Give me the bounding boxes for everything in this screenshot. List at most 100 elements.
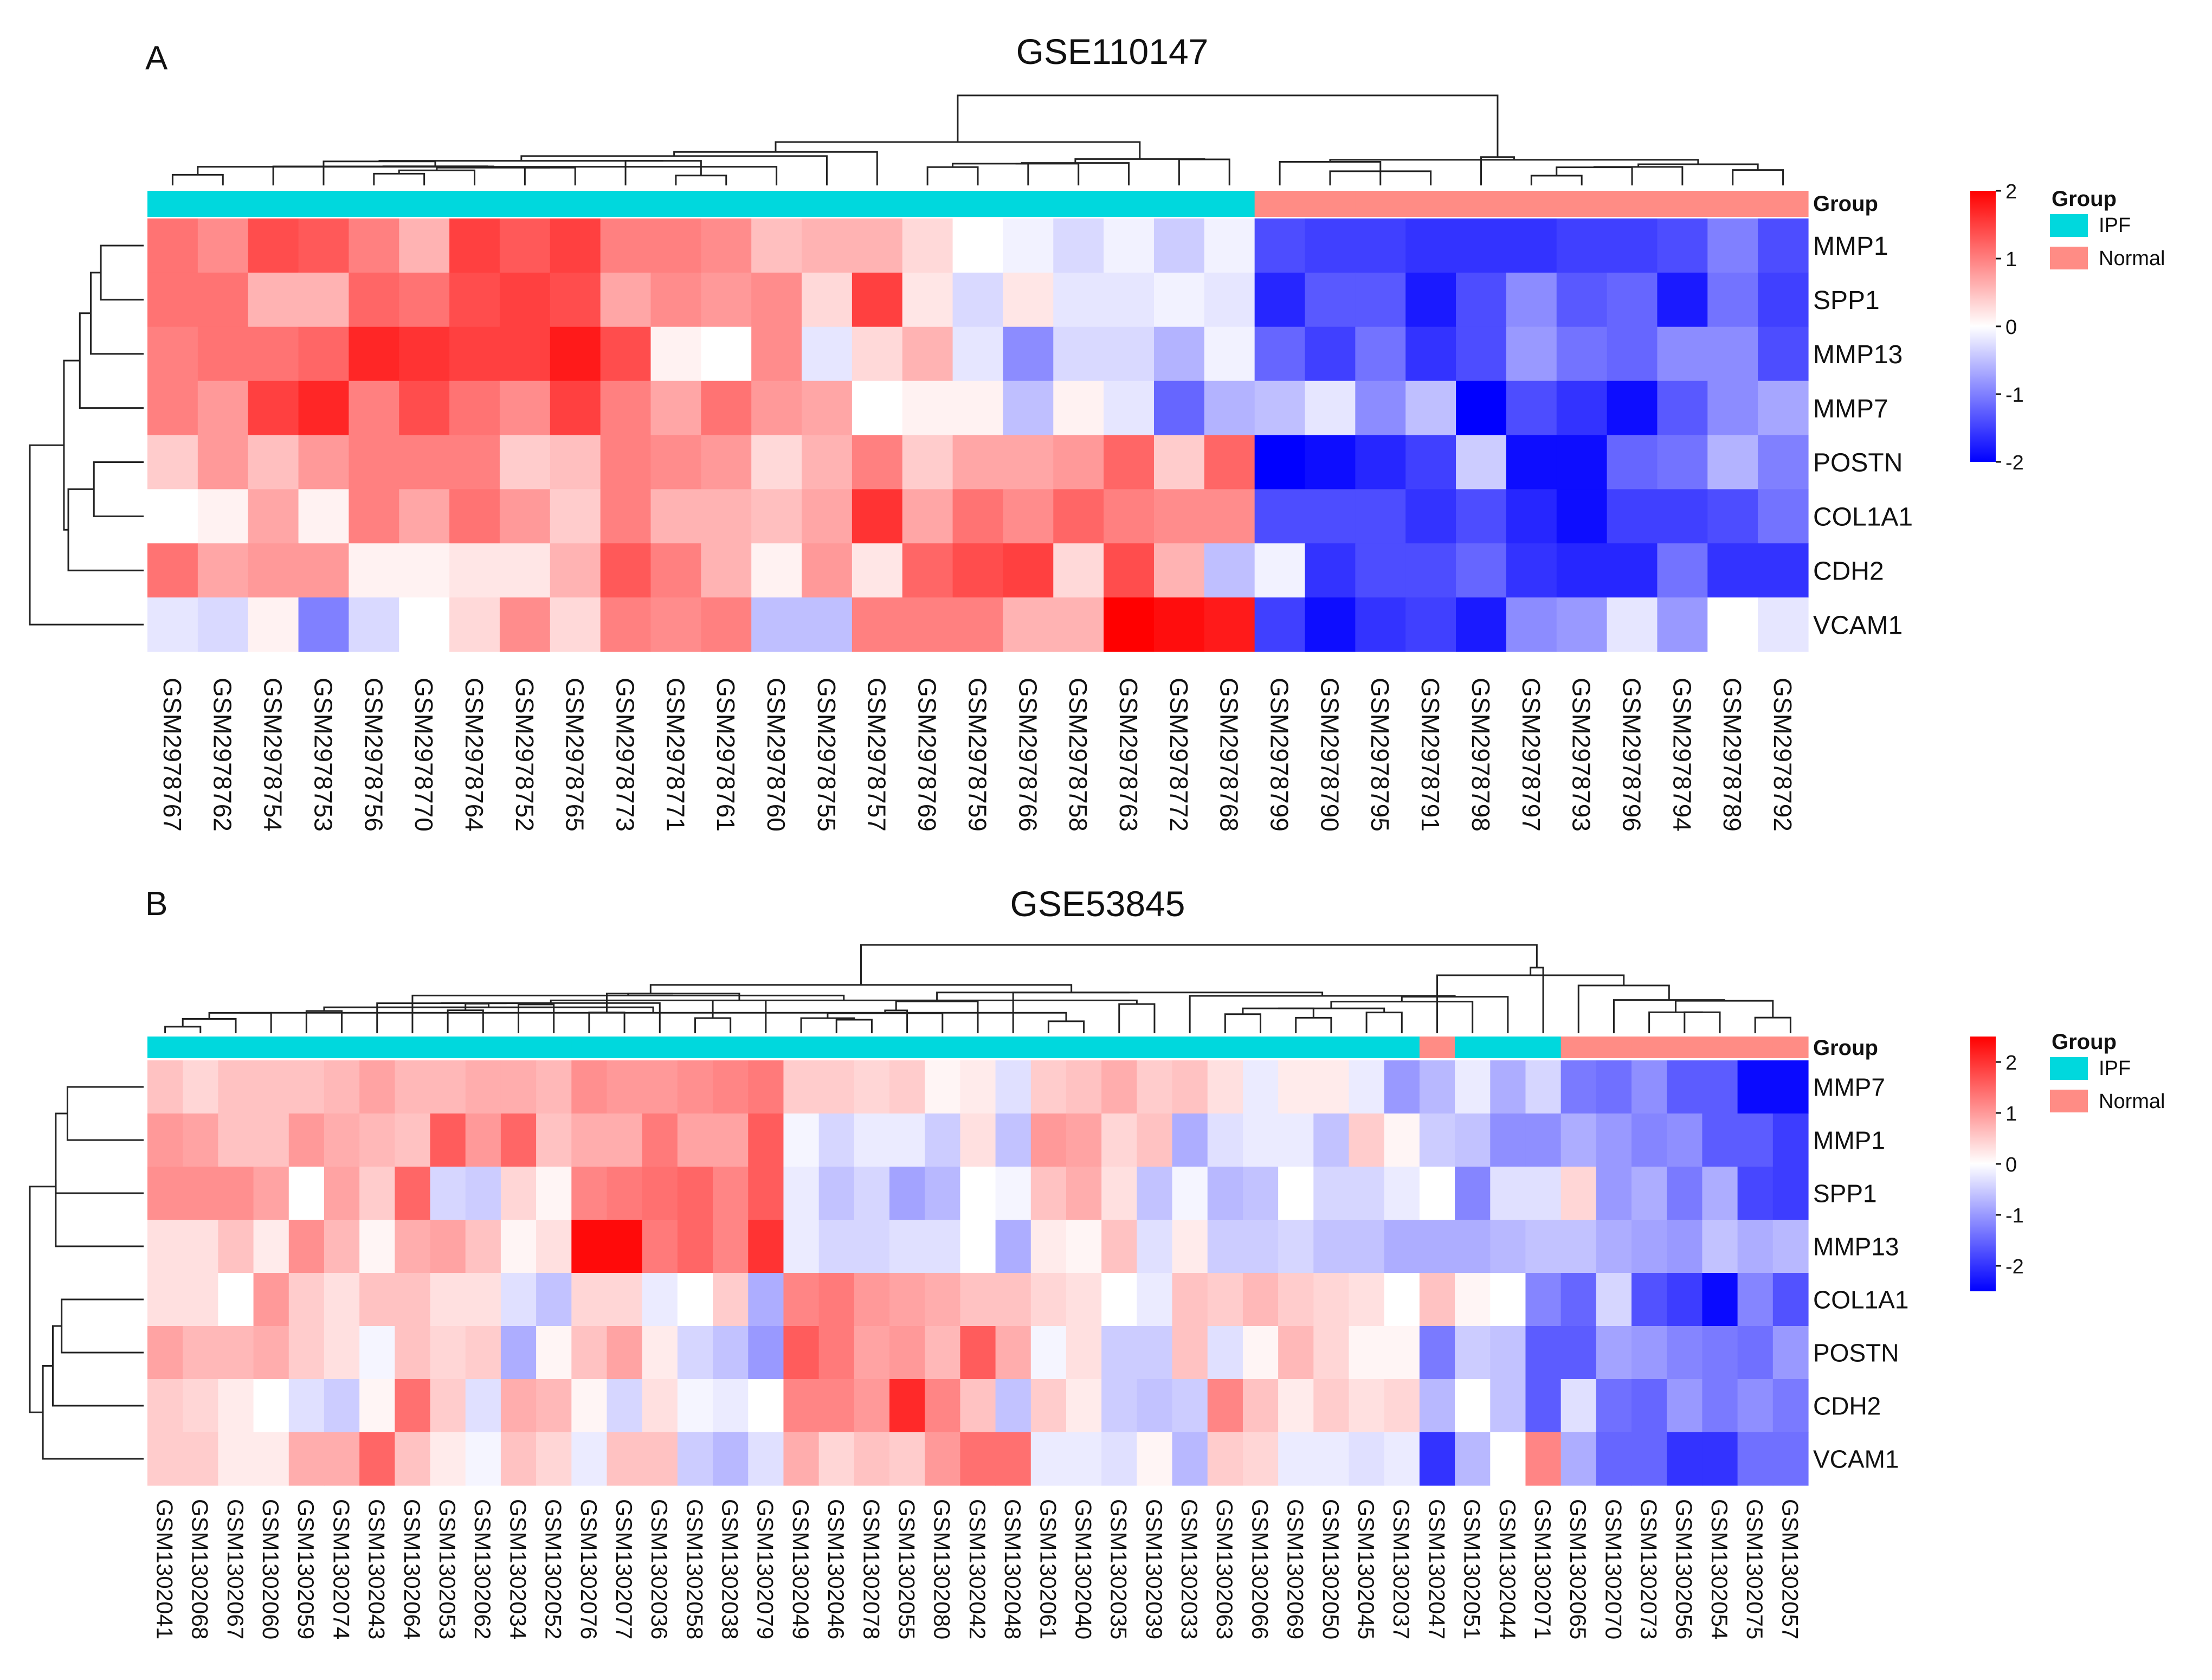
heatmap-cell (802, 489, 853, 544)
group-annotation-cell (395, 1037, 431, 1058)
heatmap-cell (650, 381, 701, 436)
group-annotation-cell (1607, 191, 1658, 217)
panel-b: B GSE53845 Group MMP7 MMP1 SPP1 MMP13 COL1A1… (29, 884, 2165, 1639)
heatmap-cell (1207, 1060, 1243, 1114)
sample-label: GSM2978799 (1266, 678, 1294, 832)
heatmap-cell (1053, 489, 1104, 544)
heatmap-cell (1104, 272, 1155, 327)
heatmap-cell (324, 1326, 360, 1380)
sample-label: GSM1302056 (1672, 1499, 1697, 1639)
group-annotation-cell (1657, 191, 1708, 217)
heatmap-cell (430, 1379, 466, 1433)
heatmap-cell (1104, 218, 1155, 273)
group-annotation-cell (449, 191, 500, 217)
heatmap-cell (995, 1113, 1031, 1167)
sample-label: GSM1302037 (1389, 1499, 1414, 1639)
heatmap-cell (854, 1432, 890, 1486)
heatmap-cell (1066, 1379, 1102, 1433)
sample-label: GSM2978768 (1215, 678, 1243, 832)
heatmap-cell (253, 1432, 289, 1486)
heatmap-cell (854, 1379, 890, 1433)
heatmap-cell (713, 1432, 749, 1486)
heatmap-cell (324, 1432, 360, 1486)
heatmap-cell (677, 1273, 713, 1327)
dendrogram-branch (1278, 1007, 1385, 1013)
group-annotation-cell (1667, 1037, 1703, 1058)
heatmap-cell (1242, 1167, 1279, 1220)
heatmap-cell (854, 1167, 890, 1220)
heatmap-cell (701, 218, 752, 273)
heatmap-cell (650, 326, 701, 382)
heatmap-cell (1003, 435, 1054, 490)
heatmap-cell (1758, 272, 1809, 327)
heatmap-cell (889, 1220, 925, 1273)
heatmap-cell (298, 272, 349, 327)
sample-label: GSM2978796 (1618, 678, 1646, 832)
heatmap-cell (324, 1060, 360, 1114)
heatmap-cell (1101, 1326, 1137, 1380)
heatmap-cell (499, 272, 551, 327)
heatmap-cell (902, 272, 953, 327)
heatmap-cell (1204, 543, 1255, 598)
heatmap-cell (1305, 218, 1356, 273)
group-annotation-cell (1053, 191, 1104, 217)
heatmap-cell (802, 218, 853, 273)
heatmap-cell (713, 1060, 749, 1114)
heatmap-cell (1053, 326, 1104, 382)
sample-label: GSM1302038 (718, 1499, 743, 1639)
heatmap-cell (1758, 218, 1809, 273)
heatmap-cell (1556, 326, 1608, 382)
heatmap-cell (1419, 1060, 1455, 1114)
heatmap-cell (1278, 1432, 1314, 1486)
group-annotation-cell (1355, 191, 1406, 217)
heatmap-cell (1349, 1273, 1385, 1327)
heatmap-cell (701, 381, 752, 436)
heatmap-cell (1758, 489, 1809, 544)
heatmap-cell (1456, 435, 1507, 490)
heatmap-cell (1349, 1167, 1385, 1220)
heatmap-cell (536, 1432, 572, 1486)
heatmap-cell (960, 1220, 996, 1273)
heatmap-cell (1506, 489, 1557, 544)
gene-label: POSTN (1813, 1339, 1899, 1367)
heatmap-cell (852, 381, 903, 436)
sample-label: GSM1302067 (223, 1499, 248, 1639)
heatmap-cell (1305, 381, 1356, 436)
heatmap-cell (395, 1167, 431, 1220)
heatmap-cell (607, 1113, 643, 1167)
heatmap-cell (701, 435, 752, 490)
heatmap-cell (1607, 326, 1658, 382)
sample-label: GSM1302060 (258, 1499, 283, 1639)
panel-a-legend: 2 1 0 -1 -2 Group IPF Normal (1970, 181, 2165, 474)
gene-label: COL1A1 (1813, 1286, 1908, 1314)
heatmap-cell (1490, 1326, 1526, 1380)
heatmap-cell (783, 1113, 820, 1167)
heatmap-cell (952, 489, 1004, 544)
heatmap-cell (571, 1432, 608, 1486)
heatmap-cell (960, 1167, 996, 1220)
heatmap-cell (600, 218, 652, 273)
dendrogram-branch (323, 1006, 654, 1013)
heatmap-cell (751, 435, 802, 490)
heatmap-cell (1525, 1060, 1562, 1114)
heatmap-cell (359, 1060, 395, 1114)
heatmap-cell (1313, 1060, 1350, 1114)
heatmap-cell (500, 1379, 537, 1433)
heatmap-cell (1207, 1167, 1243, 1220)
heatmap-cell (1667, 1220, 1703, 1273)
heatmap-cell (1506, 218, 1557, 273)
heatmap-cell (465, 1060, 501, 1114)
heatmap-cell (1355, 489, 1406, 544)
heatmap-cell (571, 1167, 608, 1220)
sample-label: GSM1302054 (1707, 1499, 1732, 1639)
heatmap-cell (253, 1167, 289, 1220)
heatmap-cell (1506, 326, 1557, 382)
dendrogram-branch (936, 992, 1324, 1002)
heatmap-cell (536, 1167, 572, 1220)
heatmap-cell (1242, 1220, 1279, 1273)
panel-a-group-annotation-bar (147, 191, 1809, 217)
group-annotation-cell (902, 191, 953, 217)
heatmap-cell (748, 1326, 784, 1380)
heatmap-cell (1003, 272, 1054, 327)
